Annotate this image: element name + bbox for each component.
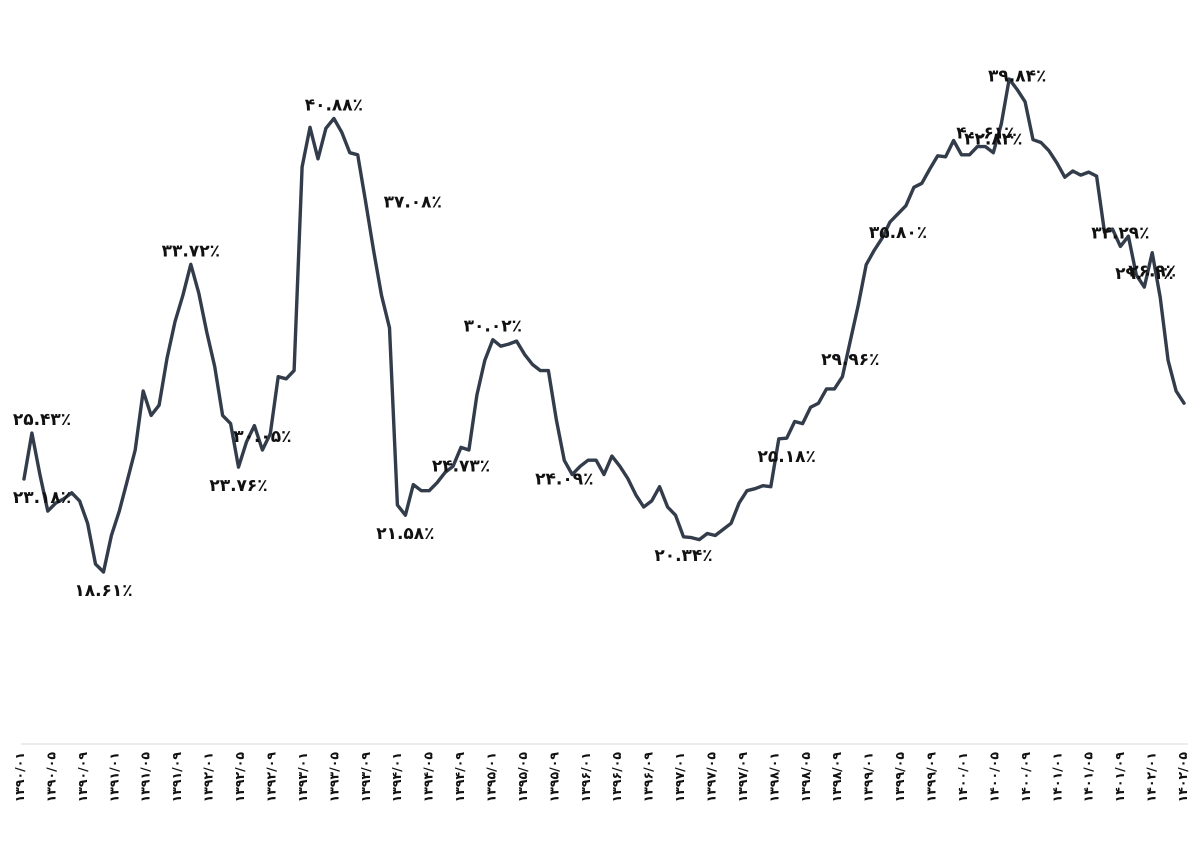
x-tick-label: ۱۳۹۳/۰۹: [358, 752, 373, 803]
data-label: ۲۹.۹۶٪: [821, 350, 879, 370]
x-tick-label: ۱۳۹۳/۰۱: [295, 752, 310, 802]
series-line: [22, 77, 1186, 574]
data-label: ۴۰.۶۱٪: [956, 124, 1014, 144]
x-tick-label: ۱۳۹۵/۰۵: [515, 752, 530, 803]
x-tick-label: ۱۳۹۹/۰۱: [861, 752, 876, 802]
x-tick-label: ۱۳۹۷/۰۵: [704, 752, 719, 803]
x-tick-label: ۱۳۹۳/۰۵: [326, 752, 341, 803]
data-label: ۳۹.۸۴٪: [988, 67, 1046, 87]
data-label: ۳۴.۲۹٪: [1091, 223, 1149, 243]
data-label: ۲۱.۵۸٪: [376, 524, 434, 544]
x-tick-label: ۱۳۹۸/۰۵: [798, 752, 813, 803]
x-tick-label: ۱۳۹۴/۰۹: [452, 752, 467, 803]
data-label: ۱۸.۶۱٪: [74, 581, 132, 601]
data-label: ۳۰.۰۵٪: [233, 427, 291, 447]
data-label: ۲۶.۹٪: [1128, 262, 1176, 282]
data-label: ۴۲.۸۲٪: [964, 130, 1022, 150]
data-label: ۳۳.۷۲٪: [162, 241, 220, 261]
data-label: ۲۵.۴۳٪: [13, 410, 71, 430]
x-tick-label: ۱۳۹۵/۰۱: [484, 752, 499, 802]
x-tick-label: ۱۳۹۲/۰۹: [264, 752, 279, 803]
data-label: ۲۰.۳۴٪: [654, 546, 712, 566]
x-tick-label: ۱۴۰۰/۰۵: [986, 752, 1001, 803]
x-tick-label: ۱۳۹۹/۰۹: [924, 752, 939, 803]
x-tick-label: ۱۳۹۷/۰۱: [672, 752, 687, 802]
x-tick-label: ۱۳۹۱/۰۱: [106, 752, 121, 802]
x-tick-label: ۱۳۹۲/۰۵: [232, 752, 247, 803]
x-tick-label: ۱۳۹۷/۰۹: [735, 752, 750, 803]
data-label: ۳۰.۰۲٪: [464, 317, 522, 337]
x-tick-label: ۱۳۹۰/۰۹: [75, 752, 90, 803]
x-tick-label: ۱۴۰۱/۰۵: [1081, 752, 1096, 803]
x-tick-label: ۱۳۹۸/۰۱: [766, 752, 781, 802]
x-tick-label: ۱۴۰۲/۰۵: [1175, 752, 1190, 803]
data-label: ۲۴.۷۳٪: [432, 456, 490, 476]
x-tick-label: ۱۴۰۰/۰۹: [1018, 752, 1033, 803]
data-label: ۲۵.۱۸٪: [758, 447, 816, 467]
x-tick-label: ۱۳۹۶/۰۵: [609, 752, 624, 803]
x-tick-label: ۱۴۰۲/۰۱: [1144, 752, 1159, 802]
x-tick-label: ۱۳۹۱/۰۵: [138, 752, 153, 803]
x-tick-label: ۱۳۹۹/۰۵: [892, 752, 907, 803]
x-tick-label: ۱۳۹۰/۰۵: [43, 752, 58, 803]
data-label: ۳۵.۸۰٪: [869, 223, 927, 243]
x-tick-label: ۱۳۹۸/۰۹: [829, 752, 844, 803]
x-tick-label: ۱۳۹۱/۰۹: [169, 752, 184, 803]
data-label: ۳۷.۰۸٪: [384, 193, 442, 213]
x-tick-label: ۱۳۹۴/۰۵: [421, 752, 436, 803]
data-label: ۲۹.۰۱٪: [1115, 264, 1173, 284]
x-tick-label: ۱۴۰۱/۰۱: [1049, 752, 1064, 802]
data-labels: ۲۳.۱۸٪ ۲۵.۴۳٪ ۱۸.۶۱٪ ۳۳.۷۲٪ ۲۳.۷۶٪ ۳۰.۰۵٪ ۴۰.۸…: [13, 67, 1176, 601]
data-label: ۲۳.۱۸٪: [13, 488, 71, 508]
x-tick-label: ۱۴۰۱/۰۹: [1112, 752, 1127, 803]
data-label: ۲۴.۰۹٪: [535, 469, 593, 489]
x-tick-label: ۱۳۹۲/۰۱: [201, 752, 216, 802]
x-tick-label: ۱۳۹۶/۰۱: [578, 752, 593, 802]
x-tick-label: ۱۳۹۶/۰۹: [641, 752, 656, 803]
x-tick-label: ۱۳۹۴/۰۱: [389, 752, 404, 802]
data-label: ۲۳.۷۶٪: [209, 476, 267, 496]
x-tick-labels: ۱۳۹۰/۰۱ ۱۳۹۰/۰۵ ۱۳۹۰/۰۹ ۱۳۹۱/۰۱ ۱۳۹۱/۰۵ ۱۳۹۱/…: [12, 752, 1190, 803]
x-tick-label: ۱۳۹۰/۰۱: [12, 752, 27, 802]
data-label: ۴۰.۸۸٪: [305, 96, 363, 116]
x-tick-label: ۱۳۹۵/۰۹: [546, 752, 561, 803]
x-tick-label: ۱۴۰۰/۰۱: [955, 752, 970, 802]
